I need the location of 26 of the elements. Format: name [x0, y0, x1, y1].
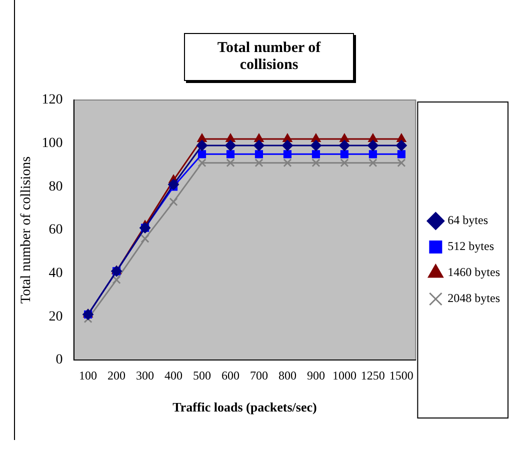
- y-tick-label: 60: [48, 222, 63, 238]
- y-tick-label: 80: [48, 179, 63, 194]
- legend-label: 64 bytes: [448, 213, 488, 228]
- x-axis-title: Traffic loads (packets/sec): [172, 400, 317, 415]
- x-tick-label: 100: [79, 368, 98, 382]
- x-tick-label: 1000: [332, 368, 356, 382]
- x-tick-label: 400: [164, 368, 183, 382]
- y-axis-title: Total number of collisions: [19, 156, 34, 304]
- x-tick-label: 200: [108, 368, 126, 382]
- legend-label: 1460 bytes: [448, 265, 500, 280]
- x-tick-label: 700: [250, 368, 268, 382]
- y-tick-label: 0: [56, 352, 63, 368]
- x-tick-label: 900: [306, 368, 325, 382]
- y-tick-label: 120: [42, 92, 63, 108]
- x-tick-label: 800: [278, 368, 296, 382]
- legend-label: 512 bytes: [448, 239, 494, 254]
- y-tick-label: 100: [42, 136, 63, 152]
- y-tick-label: 40: [48, 266, 63, 282]
- legend-label: 2048 bytes: [448, 291, 500, 306]
- x-tick-label: 500: [193, 368, 211, 382]
- chart-title: Total number of collisions: [184, 33, 354, 81]
- x-tick-label: 300: [136, 368, 154, 382]
- x-tick-label: 1250: [360, 368, 385, 382]
- x-tick-label: 1500: [389, 368, 414, 382]
- x-tick-label: 600: [221, 368, 240, 382]
- y-tick-label: 20: [48, 309, 63, 324]
